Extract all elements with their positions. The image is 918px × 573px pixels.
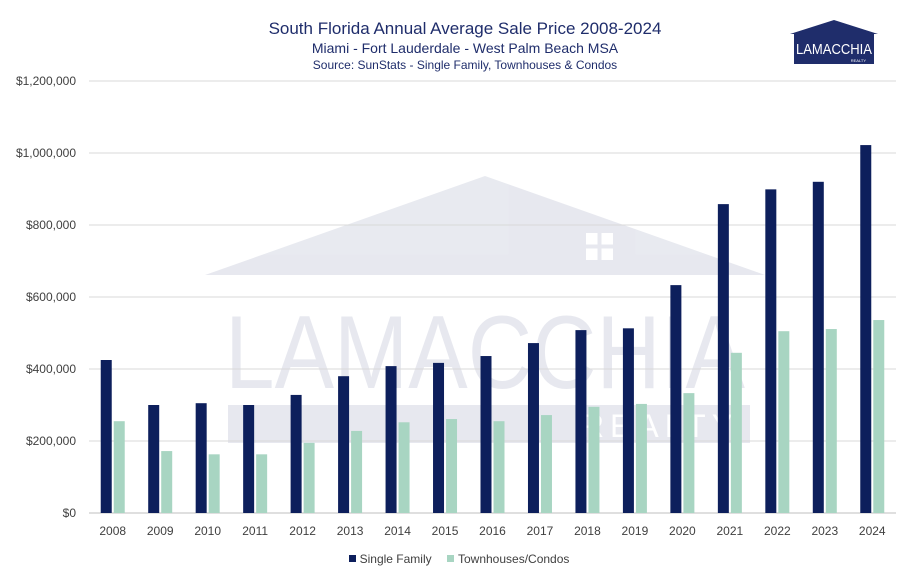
chart-source: Source: SunStats - Single Family, Townho… <box>312 58 618 72</box>
legend-label-townhouses-condos: Townhouses/Condos <box>457 552 570 566</box>
x-tick-label: 2023 <box>811 524 838 538</box>
bar-single-family <box>575 330 587 513</box>
x-tick-label: 2022 <box>764 524 791 538</box>
x-tick-label: 2009 <box>147 524 174 538</box>
bar-townhouses-condos <box>398 422 410 513</box>
chart-title: South Florida Annual Average Sale Price … <box>268 19 662 38</box>
logo-text: LAMACCHIA <box>796 41 872 58</box>
x-tick-label: 2008 <box>99 524 126 538</box>
bar-single-family <box>527 343 539 513</box>
watermark-subtext: REALTY <box>581 408 739 444</box>
legend-label-single-family: Single Family <box>359 552 432 566</box>
bar-townhouses-condos <box>113 421 125 513</box>
legend-item-townhouses-condos: Townhouses/Condos <box>446 552 570 566</box>
x-tick-label: 2020 <box>669 524 696 538</box>
x-tick-label: 2010 <box>194 524 221 538</box>
x-tick-label: 2021 <box>717 524 744 538</box>
bar-townhouses-condos <box>635 403 647 513</box>
bar-townhouses-condos <box>303 442 315 513</box>
bar-single-family <box>338 376 350 513</box>
bar-townhouses-condos <box>161 451 173 513</box>
bar-single-family <box>290 394 302 513</box>
logo-house-icon: LAMACCHIA REALTY <box>790 20 878 64</box>
bar-townhouses-condos <box>730 352 742 513</box>
bar-single-family <box>243 405 255 513</box>
chart-titles: South Florida Annual Average Sale Price … <box>0 18 918 73</box>
x-tick-label: 2019 <box>622 524 649 538</box>
bar-single-family <box>148 405 160 513</box>
bar-single-family <box>812 181 824 514</box>
y-tick-label: $1,000,000 <box>16 146 76 160</box>
company-logo: LAMACCHIA REALTY <box>790 20 878 66</box>
bar-single-family <box>100 360 112 513</box>
bar-townhouses-condos <box>208 454 220 513</box>
y-tick-label: $800,000 <box>26 218 76 232</box>
bar-townhouses-condos <box>873 320 885 513</box>
legend-swatch-townhouses-condos <box>446 555 454 562</box>
x-tick-label: 2013 <box>337 524 364 538</box>
bar-single-family <box>385 366 397 513</box>
bar-townhouses-condos <box>825 329 837 513</box>
bar-single-family <box>670 285 682 513</box>
bar-single-family <box>480 356 492 513</box>
x-tick-label: 2011 <box>242 524 268 538</box>
x-tick-label: 2024 <box>859 524 886 538</box>
x-tick-label: 2014 <box>384 524 411 538</box>
x-tick-label: 2016 <box>479 524 506 538</box>
logo-subtext: REALTY <box>851 58 867 63</box>
bar-townhouses-condos <box>540 415 552 513</box>
chart-subtitle: Miami - Fort Lauderdale - West Palm Beac… <box>311 40 619 56</box>
bar-single-family <box>195 403 207 513</box>
x-tick-label: 2015 <box>432 524 459 538</box>
bar-townhouses-condos <box>351 430 363 513</box>
bar-townhouses-condos <box>446 419 458 513</box>
watermark-window-icon <box>582 229 617 264</box>
y-tick-label: $200,000 <box>26 434 76 448</box>
bar-townhouses-condos <box>256 454 268 513</box>
y-tick-label: $600,000 <box>26 290 76 304</box>
y-tick-label: $1,200,000 <box>16 74 76 88</box>
y-tick-label: $400,000 <box>26 362 76 376</box>
x-tick-label: 2018 <box>574 524 601 538</box>
bar-single-family <box>433 362 445 513</box>
bar-single-family <box>717 204 729 513</box>
bar-single-family <box>860 145 872 513</box>
bar-townhouses-condos <box>778 331 790 513</box>
legend-swatch-single-family <box>348 555 356 562</box>
bar-single-family <box>765 189 777 514</box>
x-tick-label: 2017 <box>527 524 554 538</box>
chart-legend: Single Family Townhouses/Condos <box>0 552 918 566</box>
bar-single-family <box>622 328 634 513</box>
y-tick-label: $0 <box>63 506 77 520</box>
x-tick-label: 2012 <box>289 524 316 538</box>
bar-townhouses-condos <box>588 406 600 513</box>
bar-townhouses-condos <box>493 421 505 513</box>
legend-item-single-family: Single Family <box>348 552 432 566</box>
bar-townhouses-condos <box>683 393 695 513</box>
